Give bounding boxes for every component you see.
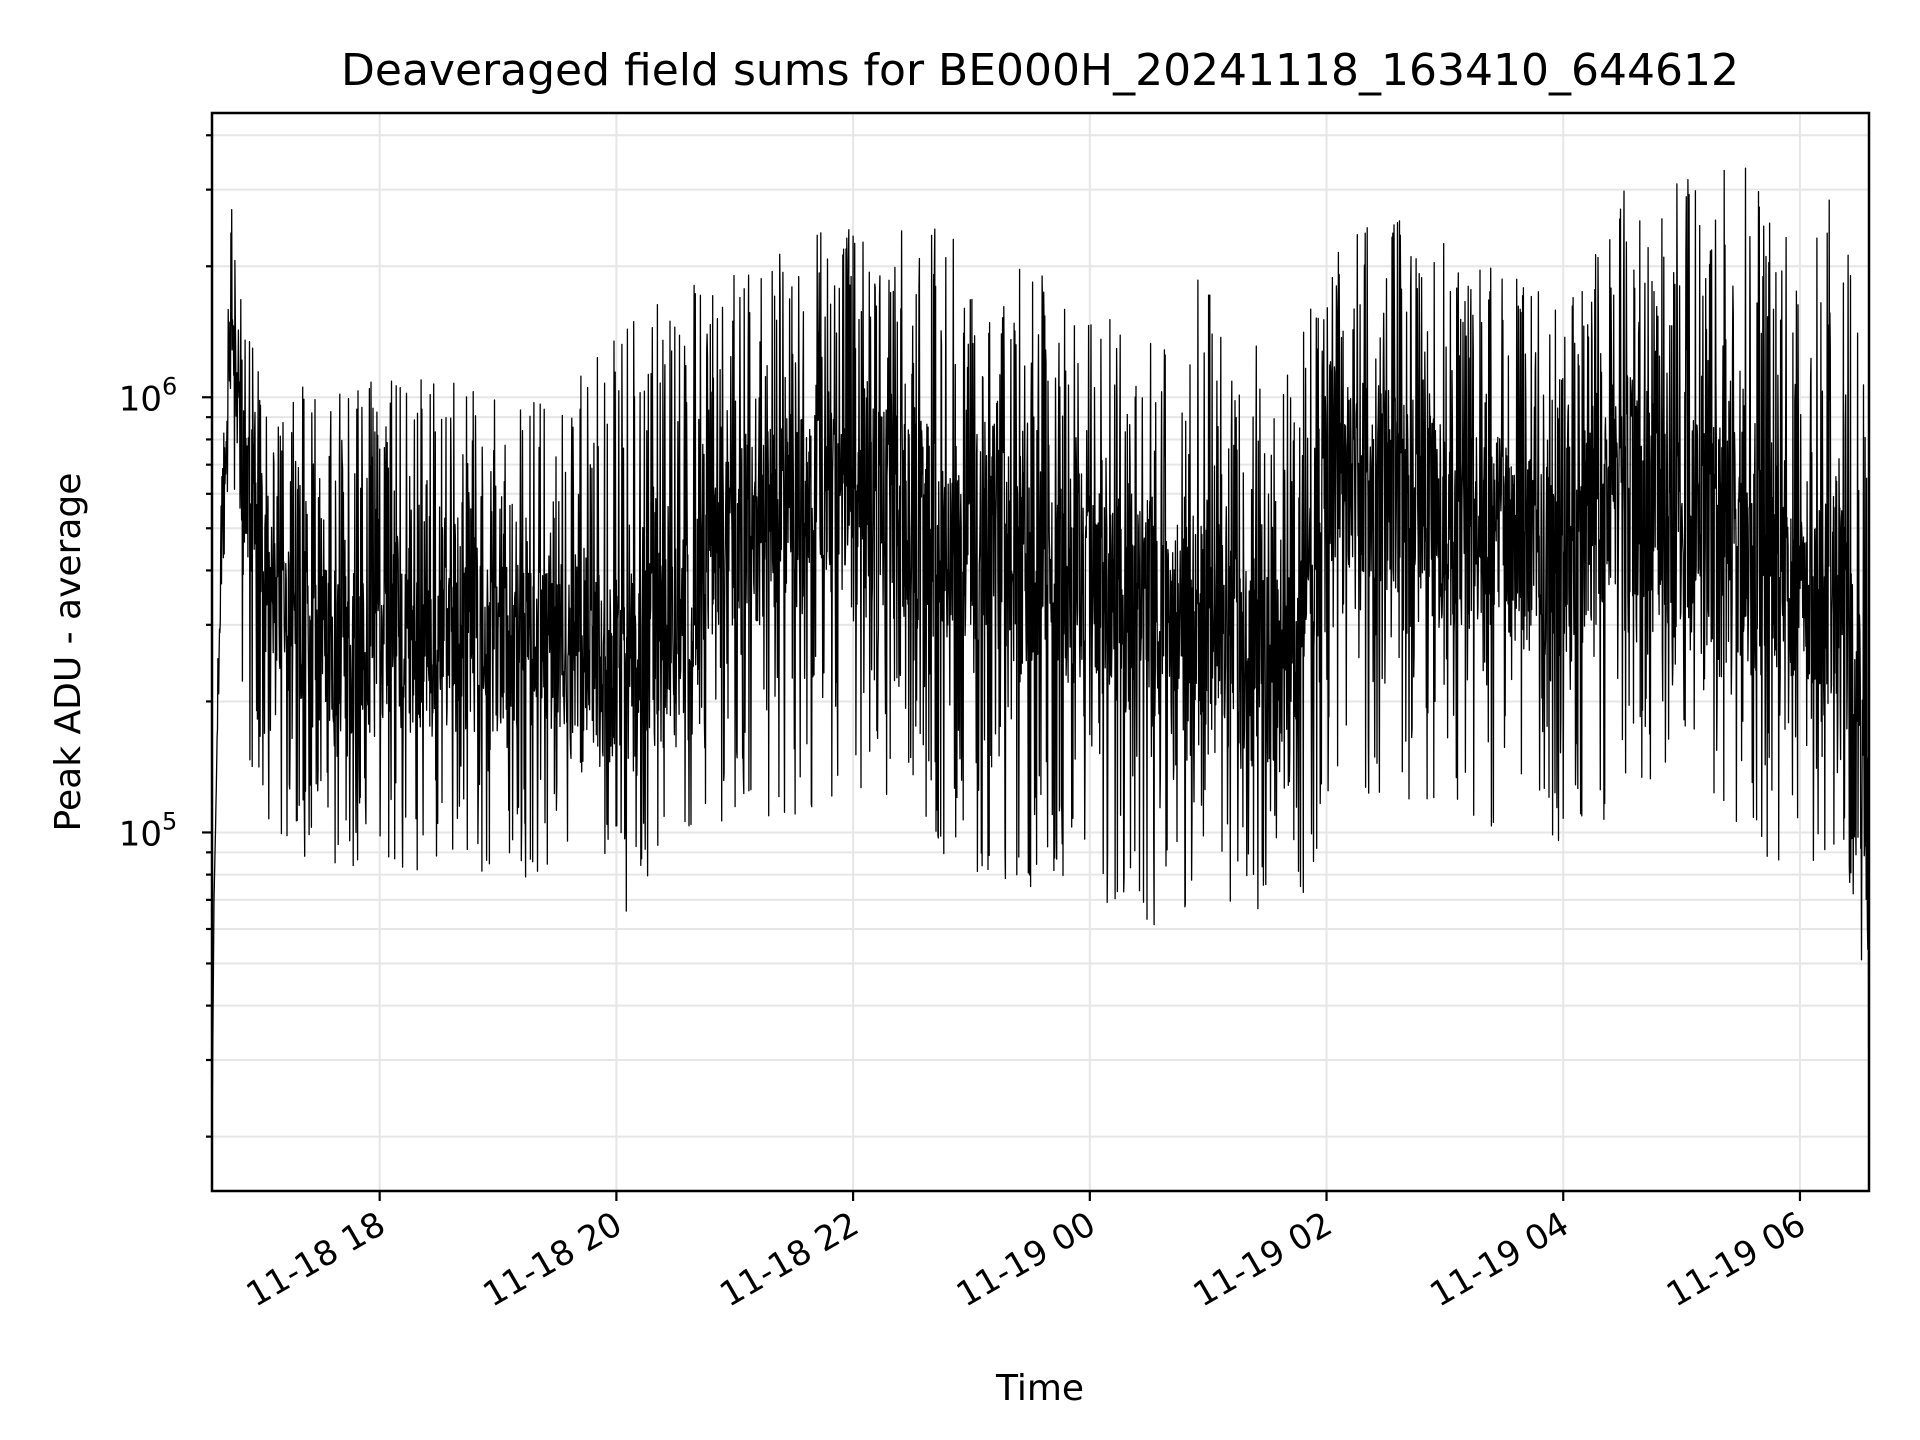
chart-title: Deaveraged field sums for BE000H_2024111…	[341, 45, 1739, 96]
x-tick-label: 11-19 00	[950, 1204, 1102, 1315]
series-layer	[211, 167, 1870, 1147]
x-tick-label: 11-19 04	[1423, 1204, 1575, 1315]
series-line	[211, 167, 1870, 1147]
x-tick-label: 11-18 18	[240, 1204, 392, 1315]
plot-frame	[210, 111, 1871, 1193]
y-tick-label: 105	[119, 807, 178, 854]
x-tick-label: 11-19 06	[1660, 1204, 1812, 1315]
y-tick-label: 106	[119, 372, 178, 419]
x-tick-label: 11-19 02	[1187, 1204, 1339, 1315]
x-tick-label: 11-18 20	[476, 1204, 628, 1315]
y-axis-label: Peak ADU - average	[48, 473, 89, 832]
x-tick-label: 11-18 22	[713, 1204, 865, 1315]
x-axis-label: Time	[995, 1368, 1084, 1409]
